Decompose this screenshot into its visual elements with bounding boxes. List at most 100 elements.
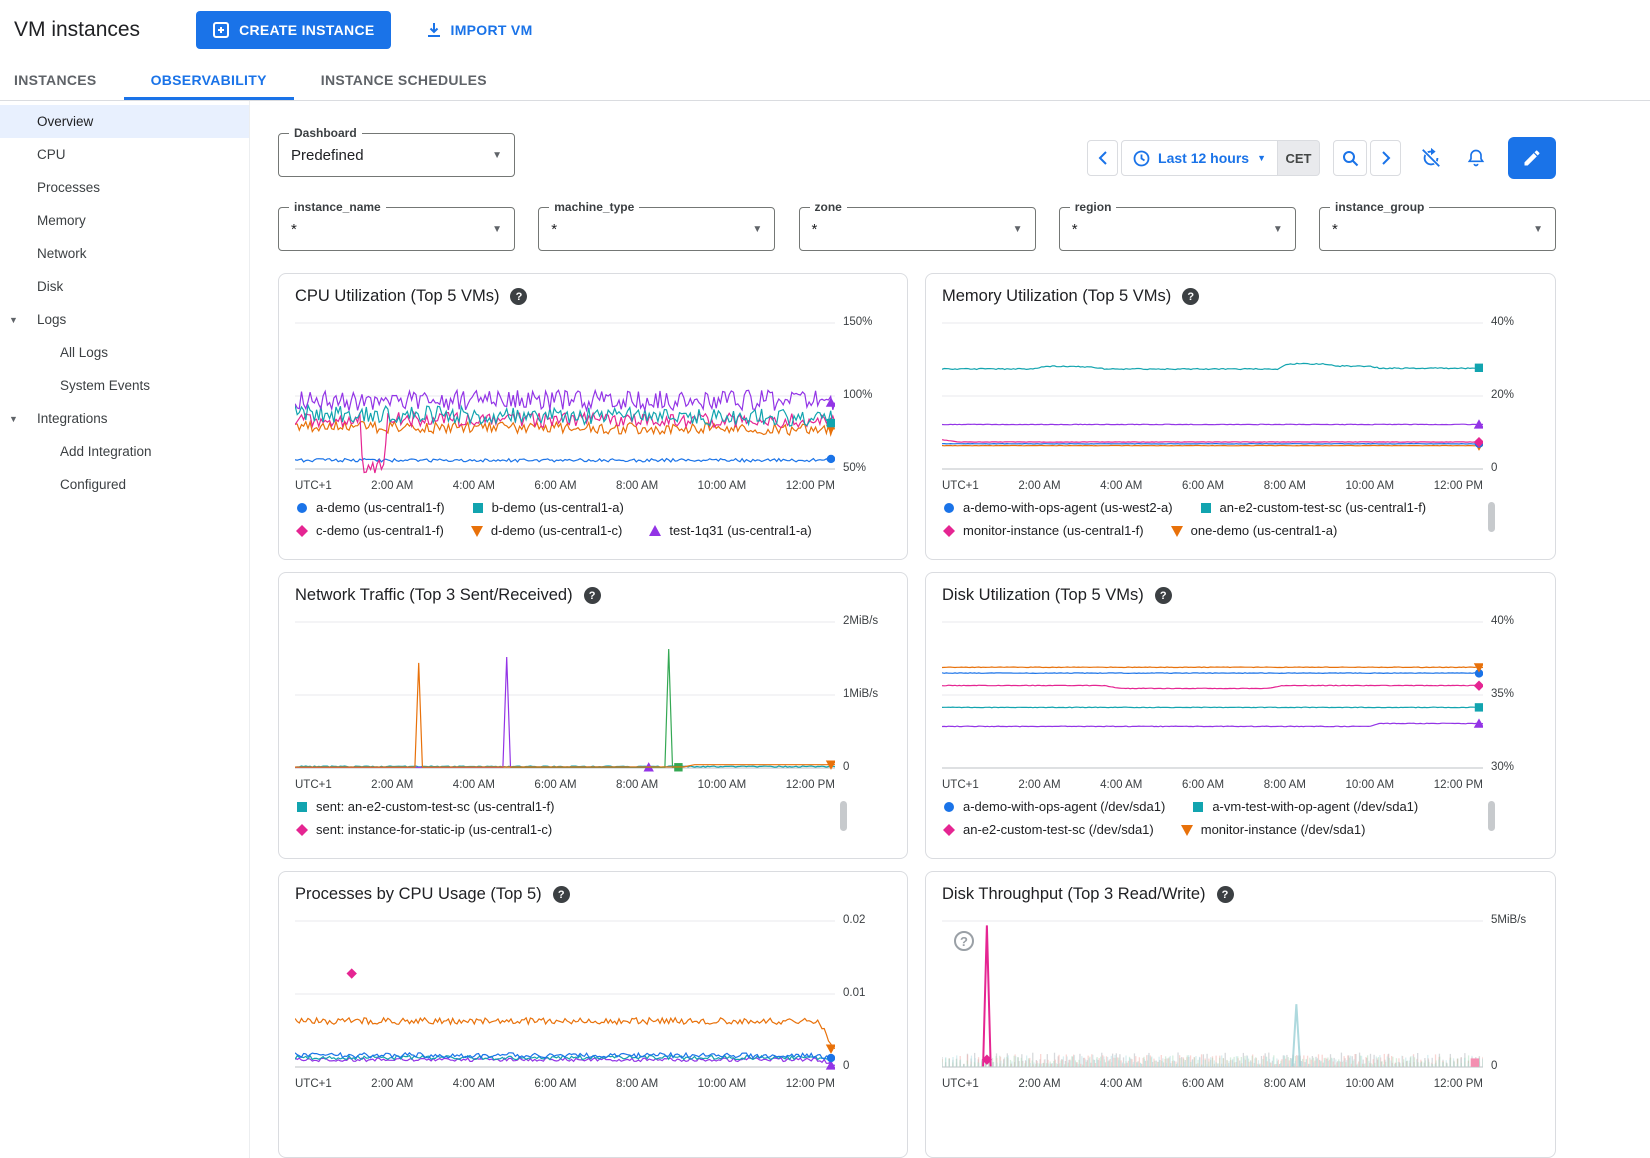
legend-item[interactable]: sent: an-e2-custom-test-sc (us-central1-… [295, 799, 554, 814]
legend-marker-triangle-down-icon [1170, 525, 1183, 537]
time-back-button[interactable] [1087, 140, 1119, 176]
filter-zone[interactable]: zone * ▼ [798, 200, 1036, 251]
chart-plot[interactable] [295, 614, 835, 774]
y-axis: 2MiB/s 1MiB/s 0 [835, 614, 891, 774]
legend-item[interactable]: monitor-instance (/dev/sda1) [1180, 822, 1365, 837]
x-axis: UTC+1 2:00 AM 4:00 AM 6:00 AM 8:00 AM 10:00 A… [295, 779, 835, 791]
sidebar-item-disk[interactable]: Disk [0, 270, 249, 303]
legend-item[interactable]: test-1q31 (us-central1-a) [648, 523, 812, 538]
legend-item[interactable]: one-demo (us-central1-a) [1170, 523, 1338, 538]
sidebar-item-configured[interactable]: Configured [0, 468, 249, 501]
tab-instances[interactable]: INSTANCES [0, 60, 124, 100]
chart-plot[interactable] [295, 913, 835, 1073]
legend-scrollbar[interactable] [1488, 801, 1495, 831]
sidebar-item-overview[interactable]: Overview [0, 105, 249, 138]
x-axis-label: UTC+1 [942, 480, 979, 492]
legend-item[interactable]: a-demo-with-ops-agent (us-west2-a) [942, 500, 1173, 515]
chart-plot-area: 2MiB/s 1MiB/s 0 UTC+1 2:00 AM 4:00 AM 6:00 AM 8… [295, 614, 878, 791]
chart-plot[interactable] [295, 315, 835, 475]
filter-label: region [1069, 200, 1117, 214]
auto-refresh-off-button[interactable] [1416, 142, 1446, 174]
time-range-button[interactable]: Last 12 hours ▼ [1121, 140, 1278, 176]
sidebar-item-integrations[interactable]: ▼ Integrations [0, 402, 249, 435]
legend-row: a-demo-with-ops-agent (us-west2-a) an-e2-… [942, 500, 1539, 515]
sidebar-item-network[interactable]: Network [0, 237, 249, 270]
x-axis: UTC+1 2:00 AM 4:00 AM 6:00 AM 8:00 AM 10:00 A… [295, 480, 835, 492]
chart-plot[interactable] [942, 614, 1483, 774]
zoom-search-button[interactable] [1333, 140, 1367, 176]
legend-item[interactable]: a-demo (us-central1-f) [295, 500, 445, 515]
alerts-bell-button[interactable] [1461, 142, 1491, 174]
import-vm-button[interactable]: IMPORT VM [425, 21, 533, 39]
edit-dashboard-button[interactable] [1508, 137, 1556, 179]
legend-row: monitor-instance (us-central1-f) one-demo… [942, 523, 1539, 538]
tab-observability[interactable]: OBSERVABILITY [124, 60, 294, 100]
x-axis-label: 8:00 AM [1263, 1078, 1306, 1090]
legend-item[interactable]: a-demo-with-ops-agent (/dev/sda1) [942, 799, 1165, 814]
legend-scrollbar[interactable] [1488, 502, 1495, 532]
chart-legend: sent: an-e2-custom-test-sc (us-central1-… [295, 799, 891, 837]
sidebar-item-processes[interactable]: Processes [0, 171, 249, 204]
x-axis-label: UTC+1 [295, 480, 332, 492]
sidebar-item-label: Disk [37, 279, 64, 294]
legend-item[interactable]: d-demo (us-central1-c) [470, 523, 622, 538]
legend-label: sent: instance-for-static-ip (us-central… [316, 822, 553, 837]
legend-item[interactable]: monitor-instance (us-central1-f) [942, 523, 1144, 538]
time-forward-button[interactable] [1370, 140, 1401, 176]
expand-arrow-icon[interactable]: ▼ [9, 314, 18, 325]
inline-help-icon[interactable]: ? [954, 931, 974, 951]
x-axis-label: 2:00 AM [371, 779, 414, 791]
filter-instance-group[interactable]: instance_group * ▼ [1319, 200, 1556, 251]
legend-label: a-vm-test-with-op-agent (/dev/sda1) [1212, 799, 1419, 814]
filter-machine-type[interactable]: machine_type * ▼ [538, 200, 776, 251]
chart-card-network-traffic: Network Traffic (Top 3 Sent/Received)? 2M… [278, 572, 908, 859]
auto-refresh-off-icon [1421, 147, 1441, 168]
dashboard-select[interactable]: Dashboard Predefined ▼ [278, 126, 515, 177]
legend-row: c-demo (us-central1-f) d-demo (us-central… [295, 523, 891, 538]
sidebar-item-label: Network [37, 246, 87, 261]
x-axis-label: 6:00 AM [534, 480, 577, 492]
sidebar-item-logs[interactable]: ▼ Logs [0, 303, 249, 336]
legend-item[interactable]: a-vm-test-with-op-agent (/dev/sda1) [1191, 799, 1418, 814]
legend-item[interactable]: c-demo (us-central1-f) [295, 523, 444, 538]
create-instance-button[interactable]: CREATE INSTANCE [196, 11, 391, 49]
tab-instance-schedules[interactable]: INSTANCE SCHEDULES [294, 60, 514, 100]
legend-marker-square-icon [1200, 502, 1211, 513]
sidebar-item-memory[interactable]: Memory [0, 204, 249, 237]
legend-item[interactable]: sent: instance-for-static-ip (us-central… [295, 822, 552, 837]
chart-plot[interactable] [942, 315, 1483, 475]
legend-item[interactable]: an-e2-custom-test-sc (/dev/sda1) [942, 822, 1154, 837]
legend-item[interactable]: b-demo (us-central1-a) [471, 500, 624, 515]
y-axis-label: 30% [1491, 761, 1515, 773]
timezone-chip[interactable]: CET [1278, 140, 1320, 176]
legend-item[interactable]: an-e2-custom-test-sc (us-central1-f) [1199, 500, 1426, 515]
legend-row: sent: an-e2-custom-test-sc (us-central1-… [295, 799, 891, 814]
help-icon[interactable]: ? [1216, 886, 1234, 903]
sidebar-item-add-integration[interactable]: Add Integration [0, 435, 249, 468]
sidebar-item-cpu[interactable]: CPU [0, 138, 249, 171]
legend-scrollbar[interactable] [840, 801, 847, 831]
help-icon[interactable]: ? [510, 288, 528, 305]
content-area: Overview CPU Processes Memory Network Disk ▼ Lo… [0, 101, 1650, 1158]
sidebar-item-all-logs[interactable]: All Logs [0, 336, 249, 369]
help-icon[interactable]: ? [552, 886, 570, 903]
create-instance-icon [212, 21, 230, 39]
chart-plot[interactable] [942, 913, 1483, 1073]
y-axis-label: 150% [843, 316, 873, 328]
filter-instance-name[interactable]: instance_name * ▼ [278, 200, 515, 251]
help-icon[interactable]: ? [1154, 587, 1172, 604]
chevron-down-icon: ▼ [1272, 223, 1283, 235]
legend-label: an-e2-custom-test-sc (/dev/sda1) [963, 822, 1154, 837]
filter-value: * [291, 220, 297, 238]
x-axis-label: 6:00 AM [534, 779, 577, 791]
create-instance-label: CREATE INSTANCE [239, 22, 375, 38]
legend-label: one-demo (us-central1-a) [1190, 523, 1338, 538]
help-icon[interactable]: ? [583, 587, 601, 604]
help-icon[interactable]: ? [1182, 288, 1200, 305]
sidebar-item-system-events[interactable]: System Events [0, 369, 249, 402]
y-axis-label: 40% [1491, 316, 1515, 328]
x-axis-label: 2:00 AM [1018, 1078, 1061, 1090]
expand-arrow-icon[interactable]: ▼ [9, 413, 18, 424]
filter-region[interactable]: region * ▼ [1058, 200, 1296, 251]
x-axis-label: 10:00 AM [697, 480, 747, 492]
